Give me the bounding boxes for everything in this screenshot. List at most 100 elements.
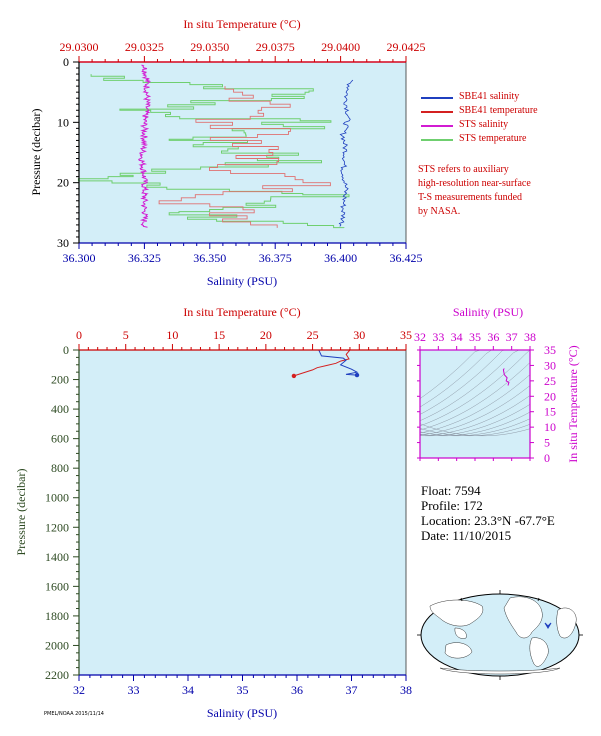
salinity-profile-end-marker [354, 372, 360, 378]
bottom-pressure-tick-label: 600 [51, 432, 69, 446]
top-salinity-tick-label: 36.325 [128, 251, 161, 265]
map-graticule-ticks [417, 590, 583, 680]
legend-swatch [421, 139, 453, 141]
top-pressure-tick-label: 0 [63, 55, 69, 69]
top-pressure-tick-label: 30 [57, 236, 69, 250]
ts-temperature-axis-title: In situ Temperature (°C) [566, 345, 580, 462]
series-temperature-profile [293, 349, 351, 377]
note-line: high-resolution near-surface [418, 178, 531, 189]
world-map [417, 590, 583, 680]
bottom-temperature-tick-label: 25 [307, 328, 319, 342]
bottom-tick-group: 0 5 10 15 20 25 30 35 32 33 34 35 36 37 38 0 200 400 600 80… [45, 328, 412, 697]
map-continent-north-america [503, 596, 543, 639]
bottom-pressure-axis-title: Pressure (decibar) [14, 469, 28, 556]
top-temperature-tick-label: 29.0325 [125, 40, 164, 54]
map-continent-south-america [529, 637, 549, 667]
ts-temperature-tick-label: 35 [544, 343, 556, 357]
map-land [429, 596, 577, 675]
ts-salinity-tick-label: 34 [451, 330, 463, 344]
top-salinity-axis-title: Salinity (PSU) [207, 274, 277, 288]
ts-density-contour [419, 395, 531, 437]
series-sbe41-salinity [338, 79, 354, 227]
legend-swatch [421, 125, 453, 127]
bottom-pressure-tick-label: 2000 [45, 638, 69, 652]
ts-temperature-tick-label: 10 [544, 420, 556, 434]
legend-label: STS temperature [459, 133, 527, 144]
float-info: Float: 7594 Profile: 172 Location: 23.3°… [421, 483, 555, 543]
top-salinity-tick-label: 36.350 [193, 251, 226, 265]
bottom-salinity-tick-label: 32 [73, 683, 85, 697]
top-salinity-tick-label: 36.375 [259, 251, 292, 265]
ts-temperature-tick-label: 25 [544, 374, 556, 388]
ts-salinity-tick-label: 36 [487, 330, 499, 344]
map-continent-australia [444, 642, 473, 659]
float-location-marker [544, 622, 552, 629]
ts-density-contour [419, 349, 530, 421]
legend-label: STS salinity [459, 119, 509, 130]
ts-density-contour [419, 418, 531, 437]
bottom-temperature-tick-label: 5 [123, 328, 129, 342]
ts-temperature-tick-label: 20 [544, 389, 556, 403]
note-line: T-S measurements funded [418, 192, 523, 203]
ts-profile-line [502, 368, 510, 386]
bottom-temperature-axis-title: In situ Temperature (°C) [183, 305, 300, 319]
bottom-salinity-tick-label: 35 [237, 683, 249, 697]
ts-salinity-tick-label: 33 [432, 330, 444, 344]
float-id: Float: 7594 [421, 483, 481, 498]
bottom-pressure-tick-label: 1400 [45, 550, 69, 564]
legend-label: SBE41 salinity [459, 91, 520, 102]
temperature-profile-end-marker [291, 373, 297, 379]
bottom-plot-area [79, 350, 406, 675]
legend-swatch [421, 97, 453, 99]
map-continent-sea-islands [454, 627, 467, 639]
profile-number: Profile: 172 [421, 498, 483, 513]
top-pressure-tick-label: 20 [57, 176, 69, 190]
legend-label: SBE41 temperature [459, 105, 538, 116]
ts-temperature-tick-label: 0 [544, 451, 550, 465]
top-tick-group: 29.0300 29.0325 29.0350 29.0375 29.0400 29.04… [57, 40, 426, 265]
series-sts-temperature [77, 74, 350, 229]
ts-temperature-tick-label: 5 [544, 436, 550, 450]
credit-text: PMEL/NOAA 2015/11/14 [44, 711, 104, 717]
bottom-salinity-tick-label: 33 [128, 683, 140, 697]
bottom-pressure-tick-label: 200 [51, 373, 69, 387]
bottom-temperature-tick-label: 20 [260, 328, 272, 342]
bottom-chart: 0 5 10 15 20 25 30 35 32 33 34 35 36 37 38 0 200 400 600 80… [14, 305, 412, 720]
bottom-salinity-tick-label: 38 [400, 683, 412, 697]
top-pressure-axis-title: Pressure (decibar) [29, 109, 43, 196]
series-salinity-profile [318, 349, 359, 376]
bottom-pressure-tick-label: 0 [63, 343, 69, 357]
bottom-temperature-tick-label: 15 [213, 328, 225, 342]
map-continent-africa [556, 607, 577, 639]
bottom-temperature-tick-label: 30 [353, 328, 365, 342]
ts-salinity-tick-label: 37 [506, 330, 518, 344]
legend-swatch [421, 111, 453, 113]
ts-series-group [502, 368, 510, 386]
ts-density-contour [419, 362, 531, 431]
top-temperature-tick-label: 29.0375 [256, 40, 295, 54]
date: Date: 11/10/2015 [421, 528, 512, 543]
location: Location: 23.3°N -67.7°E [421, 513, 555, 528]
map-continent-antarctica [439, 667, 561, 675]
top-series-group [77, 64, 354, 229]
bottom-temperature-tick-label: 35 [400, 328, 412, 342]
top-salinity-tick-label: 36.425 [390, 251, 423, 265]
note-line: STS refers to auxiliary [418, 164, 509, 175]
top-salinity-tick-label: 36.400 [324, 251, 357, 265]
ts-temperature-tick-label: 30 [544, 358, 556, 372]
top-temperature-tick-label: 29.0350 [190, 40, 229, 54]
series-sbe41-temperature [158, 86, 331, 228]
top-temperature-tick-label: 29.0300 [60, 40, 99, 54]
note-line: by NASA. [418, 206, 461, 217]
ts-density-contour [419, 385, 531, 436]
bottom-salinity-axis-title: Salinity (PSU) [207, 706, 277, 720]
ts-salinity-tick-label: 35 [469, 330, 481, 344]
bottom-series-group [291, 349, 360, 379]
top-temperature-tick-label: 29.0425 [387, 40, 426, 54]
bottom-pressure-tick-label: 400 [51, 402, 69, 416]
map-continent-asia [429, 599, 484, 627]
top-pressure-tick-label: 10 [57, 115, 69, 129]
